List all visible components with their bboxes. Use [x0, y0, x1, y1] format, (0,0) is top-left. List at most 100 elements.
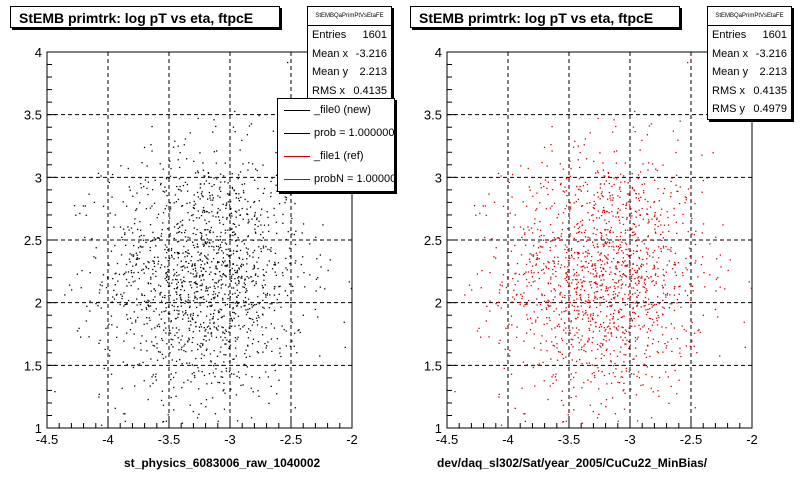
- data-point: [551, 240, 553, 242]
- data-point: [177, 306, 179, 308]
- data-point: [645, 301, 647, 303]
- data-point: [630, 250, 632, 252]
- data-point: [640, 265, 642, 267]
- data-point: [613, 177, 615, 179]
- data-point: [522, 228, 525, 230]
- y-tick-label: 2.5: [424, 233, 442, 248]
- data-point: [646, 134, 648, 136]
- data-point: [637, 279, 640, 282]
- data-point: [166, 275, 168, 278]
- data-point: [636, 264, 638, 266]
- data-point: [551, 150, 553, 152]
- data-point: [199, 183, 201, 185]
- data-point: [629, 208, 631, 210]
- data-point: [101, 281, 103, 283]
- data-point: [516, 262, 519, 265]
- data-point: [658, 376, 661, 379]
- data-point: [142, 268, 144, 270]
- data-point: [556, 343, 558, 345]
- data-point: [194, 264, 196, 267]
- data-point: [206, 211, 208, 213]
- data-point: [599, 183, 601, 185]
- data-point: [236, 420, 239, 422]
- data-point: [593, 227, 595, 229]
- data-point: [644, 304, 646, 307]
- data-point: [673, 288, 676, 290]
- data-point: [245, 349, 247, 351]
- data-point: [550, 302, 552, 304]
- data-point: [268, 402, 270, 404]
- data-point: [638, 282, 640, 285]
- data-point: [79, 212, 81, 215]
- data-point: [289, 283, 291, 285]
- data-point: [217, 286, 219, 288]
- data-point: [464, 294, 466, 296]
- data-point: [247, 308, 249, 311]
- data-point: [595, 274, 597, 276]
- data-point: [629, 238, 631, 240]
- data-point: [576, 241, 579, 243]
- data-point: [270, 195, 272, 198]
- data-point: [661, 208, 663, 210]
- data-point: [679, 347, 681, 349]
- data-point: [184, 343, 186, 345]
- data-point: [175, 327, 178, 329]
- data-point: [712, 152, 714, 154]
- data-point: [583, 349, 585, 352]
- data-point: [165, 420, 167, 422]
- data-point: [552, 344, 554, 347]
- data-point: [621, 250, 623, 252]
- data-point: [636, 305, 638, 307]
- legend-entry: probN = 1.000000: [278, 168, 394, 191]
- data-point: [135, 319, 137, 321]
- data-point: [230, 208, 232, 210]
- data-point: [216, 328, 218, 330]
- data-point: [266, 294, 268, 296]
- data-point: [642, 326, 644, 328]
- data-point: [616, 252, 618, 255]
- data-point: [591, 287, 593, 289]
- data-point: [642, 286, 644, 288]
- data-point: [533, 272, 535, 274]
- data-point: [200, 311, 202, 313]
- data-point: [631, 267, 633, 270]
- data-point: [177, 281, 179, 283]
- stats-value: 0.4979: [753, 103, 787, 115]
- data-point: [234, 233, 237, 235]
- data-point: [518, 273, 521, 275]
- data-point: [666, 294, 668, 296]
- data-point: [150, 282, 152, 285]
- data-point: [222, 331, 224, 333]
- data-point: [115, 272, 117, 274]
- data-point: [622, 331, 624, 333]
- data-point: [200, 346, 202, 348]
- data-point: [178, 349, 180, 351]
- data-point: [654, 274, 657, 276]
- left-x-axis-title: st_physics_6083006_raw_1040002: [124, 456, 321, 470]
- data-point: [662, 231, 664, 233]
- data-point: [208, 221, 210, 223]
- data-point: [235, 211, 238, 213]
- data-point: [207, 254, 209, 256]
- data-point: [253, 215, 256, 218]
- data-point: [203, 322, 205, 324]
- data-point: [596, 306, 598, 309]
- data-point: [592, 206, 594, 209]
- data-point: [283, 328, 285, 331]
- data-point: [586, 255, 588, 257]
- data-point: [567, 266, 569, 268]
- data-point: [117, 280, 119, 282]
- data-point: [605, 222, 608, 225]
- data-point: [155, 270, 157, 273]
- data-point: [530, 284, 532, 287]
- data-point: [620, 284, 622, 286]
- data-point: [126, 205, 128, 207]
- data-point: [567, 281, 569, 283]
- data-point: [665, 271, 667, 273]
- data-point: [624, 232, 627, 234]
- data-point: [538, 236, 541, 238]
- data-point: [676, 338, 678, 340]
- data-point: [217, 295, 219, 297]
- data-point: [135, 258, 138, 260]
- data-point: [629, 315, 631, 317]
